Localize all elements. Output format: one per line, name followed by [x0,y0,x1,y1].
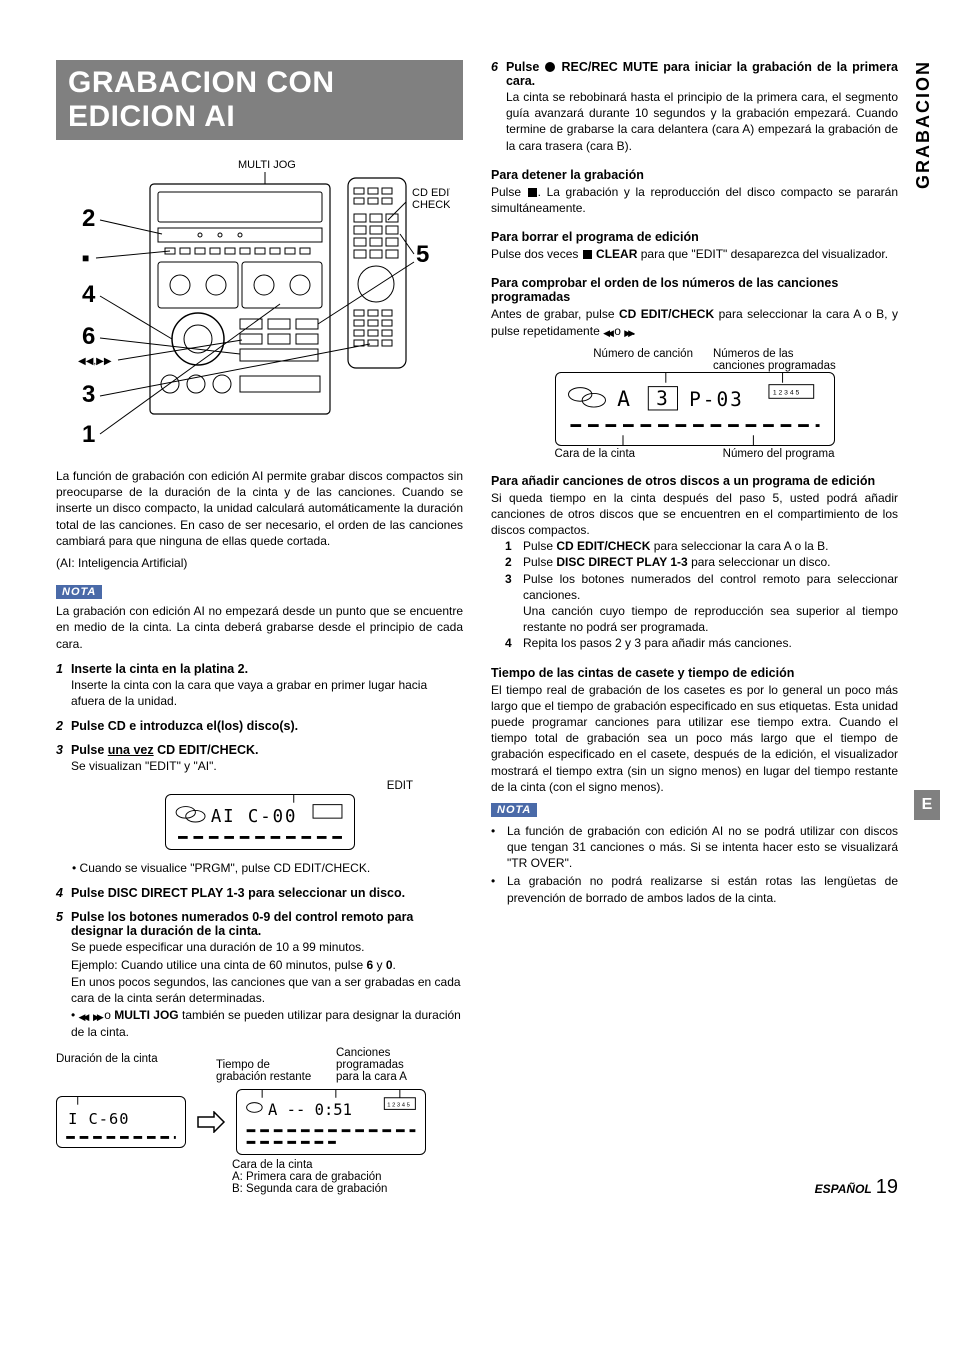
nota-badge: NOTA [56,585,102,599]
notes-list: •La función de grabación con edición AI … [491,823,898,906]
note-paragraph: La grabación con edición AI no empezará … [56,603,463,652]
para-stop: Pulse . La grabación y la reproducción d… [491,184,898,216]
caption-canciones: Canciones programadas para la cara A [336,1047,463,1083]
step-2: 2 Pulse CD e introduzca el(los) disco(s)… [56,719,463,733]
svg-text:2: 2 [82,205,95,232]
step3-bullet: • Cuando se visualice "PRGM", pulse CD E… [72,860,463,876]
stop-icon [583,250,592,259]
heading-check: Para comprobar el orden de los números d… [491,276,898,304]
svg-text:A: A [617,387,632,412]
step-1: 1 Inserte la cinta en la platina 2. Inse… [56,662,463,709]
svg-text:AI C-00: AI C-00 [210,807,297,827]
heading-stop: Para detener la grabación [491,168,898,182]
para-clear: Pulse dos veces CLEAR para que "EDIT" de… [491,246,898,262]
svg-text:A -- 0:51: A -- 0:51 [268,1101,352,1119]
page-title: GRABACION CON EDICION AI [56,60,463,140]
para-check: Antes de grabar, pulse CD EDIT/CHECK par… [491,306,898,339]
svg-text:CD EDIT/: CD EDIT/ [412,187,450,199]
svg-text:CHECK: CHECK [412,199,450,211]
heading-clear: Para borrar el programa de edición [491,230,898,244]
intro-paragraph: La función de grabación con edición AI p… [56,468,463,549]
svg-text:■: ■ [82,251,89,265]
svg-text:◀◀,▶▶: ◀◀,▶▶ [78,356,112,367]
stop-icon [528,188,537,197]
svg-text:1 2 3 4 5: 1 2 3 4 5 [772,389,799,396]
add-steps: 1Pulse CD EDIT/CHECK para seleccionar la… [505,538,898,651]
nota-badge-2: NOTA [491,803,537,817]
figure-step5: I C-60 A -- 0:51 1 2 3 4 5 [56,1089,463,1155]
figure-check: Número de canción Números de las cancion… [491,344,898,460]
side-tab-e: E [914,790,940,820]
caption-a: A: Primera cara de grabación [232,1171,463,1183]
record-icon [545,62,555,72]
step-3: 3 Pulse una vez CD EDIT/CHECK. Se visual… [56,743,463,774]
svg-text:1: 1 [82,421,95,448]
svg-text:5: 5 [416,241,429,268]
caption-tiempo: Tiempo de grabación restante [216,1059,326,1083]
heading-add: Para añadir canciones de otros discos a … [491,474,898,488]
svg-text:4: 4 [82,281,96,308]
svg-text:3: 3 [656,387,668,410]
svg-text:MULTI JOG: MULTI JOG [238,159,296,171]
edit-label: EDIT [387,780,413,792]
para-time: El tiempo real de grabación de los caset… [491,682,898,795]
caption-b: B: Segunda cara de grabación [232,1183,463,1195]
svg-text:6: 6 [82,323,95,350]
svg-text:1 2 3 4 5: 1 2 3 4 5 [387,1102,410,1108]
step-6: 6 Pulse REC/REC MUTE para iniciar la gra… [491,60,898,154]
device-diagram: MULTI JOG [70,154,450,454]
side-tab-grabacion: GRABACION [913,60,934,189]
page-footer: ESPAÑOL19 [815,1176,898,1199]
arrow-icon [196,1111,226,1133]
heading-time: Tiempo de las cintas de casete y tiempo … [491,666,898,680]
step-4: 4 Pulse DISC DIRECT PLAY 1-3 para selecc… [56,886,463,900]
para-add: Si queda tiempo en la cinta después del … [491,490,898,539]
svg-text:3: 3 [82,381,95,408]
intro-ai: (AI: Inteligencia Artificial) [56,555,463,571]
caption-cara: Cara de la cinta [232,1159,463,1171]
step-5: 5 Pulse los botones numerados 0-9 del co… [56,910,463,1040]
caption-duracion: Duración de la cinta [56,1053,206,1065]
svg-text:I C-60: I C-60 [68,1109,129,1127]
display-edit: AI C-00 [165,794,355,850]
svg-text:P-03: P-03 [689,388,744,411]
